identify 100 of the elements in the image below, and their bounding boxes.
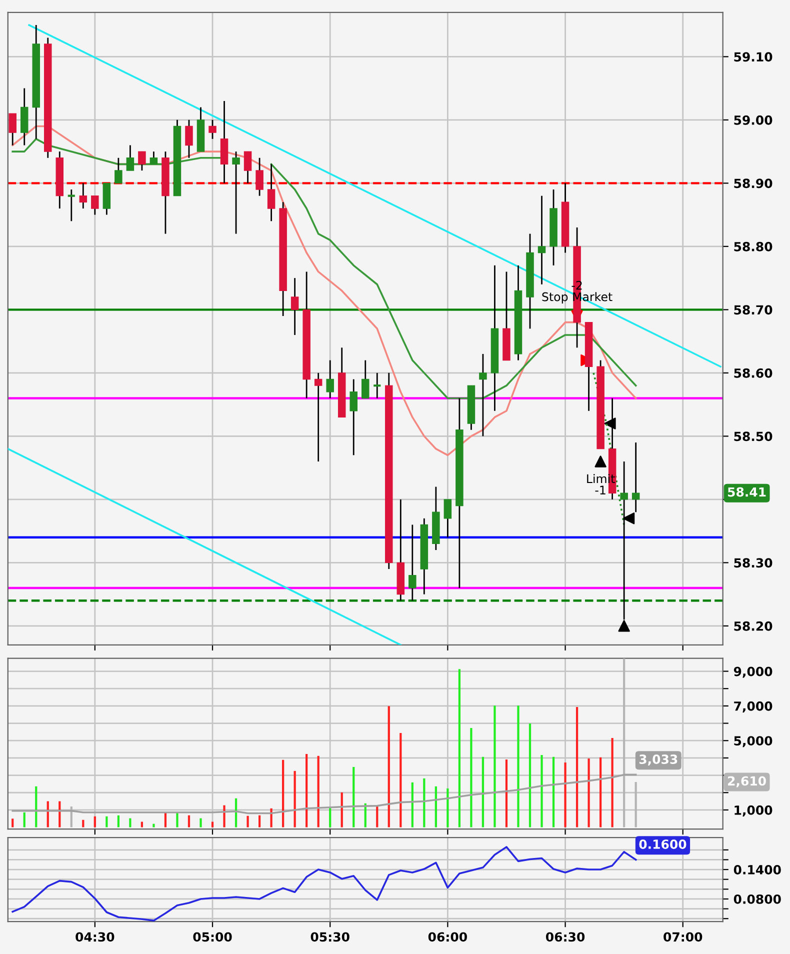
candlestick — [185, 119, 193, 159]
y-tick-label: 59.10 — [734, 52, 772, 62]
bar — [188, 815, 190, 828]
bar — [388, 706, 390, 828]
line-series — [12, 846, 637, 922]
y-tick-label: 0.0800 — [734, 894, 781, 904]
candlestick — [232, 150, 240, 234]
point — [594, 456, 606, 468]
x-tick-label: 06:30 — [546, 932, 585, 942]
y-tick-label: 9,000 — [734, 666, 772, 678]
bar — [458, 669, 461, 828]
bar — [423, 778, 426, 828]
bar — [505, 760, 508, 828]
x-tick-label: 07:00 — [664, 932, 702, 942]
candlestick — [314, 372, 322, 462]
y-tick-label: 7,000 — [734, 701, 772, 712]
bar — [258, 815, 261, 828]
bar — [482, 756, 484, 828]
bar — [94, 816, 96, 828]
candlestick — [8, 112, 16, 146]
bar — [35, 786, 38, 828]
bar — [152, 824, 155, 828]
bar — [246, 816, 249, 828]
bar — [306, 754, 308, 828]
bar — [552, 756, 555, 828]
bar — [329, 807, 332, 828]
bar — [223, 805, 226, 828]
y-tick-label: 0.1400 — [734, 864, 781, 874]
x-tick-label: 05:00 — [193, 932, 232, 942]
bar — [164, 812, 167, 828]
x-tick-label: 06:00 — [428, 932, 467, 942]
candlestick — [372, 372, 382, 399]
bar — [400, 732, 402, 828]
candlestick — [479, 353, 487, 437]
candlestick — [256, 157, 264, 197]
bar — [576, 706, 578, 828]
bar — [611, 738, 614, 828]
bar — [623, 658, 626, 828]
y-tick-label: 58.90 — [734, 178, 772, 188]
bar — [528, 723, 532, 828]
candlestick — [632, 442, 640, 513]
bar — [494, 706, 496, 828]
bar — [470, 728, 472, 828]
bar — [82, 820, 84, 828]
bar — [600, 757, 602, 828]
line-series — [12, 774, 637, 814]
bar — [270, 808, 272, 828]
candlestick — [350, 378, 358, 456]
candlestick — [444, 498, 452, 538]
y-tick-label: 58.50 — [734, 432, 772, 442]
y-tick-label: 1,000 — [734, 805, 772, 816]
candlestick — [79, 182, 88, 210]
bar — [23, 812, 26, 828]
bar — [634, 782, 637, 828]
y-tick-label: 58.70 — [734, 305, 772, 315]
y-tick-label: 58.30 — [734, 558, 772, 568]
y-tick-label: 58.60 — [734, 368, 772, 378]
bar — [317, 756, 320, 828]
candlestick — [290, 277, 299, 336]
line-series — [12, 125, 637, 456]
candlestick — [150, 150, 158, 165]
bar — [140, 822, 144, 828]
point — [622, 512, 635, 524]
bar — [517, 706, 520, 828]
bar — [434, 786, 437, 828]
bar — [211, 822, 214, 828]
text: 2,610 — [728, 776, 766, 788]
bar — [176, 812, 178, 828]
bar — [106, 816, 108, 828]
candlestick — [66, 188, 76, 222]
bar — [340, 792, 343, 828]
candlestick — [244, 150, 252, 184]
bar — [540, 755, 543, 828]
bar — [588, 758, 590, 828]
bar — [376, 806, 378, 828]
y-tick-label: 59.00 — [734, 115, 772, 125]
bar — [446, 788, 449, 828]
candlestick — [114, 157, 122, 184]
bar — [129, 818, 132, 828]
candlestick — [138, 150, 146, 172]
candlestick — [267, 164, 276, 222]
text: 58.41 — [728, 487, 766, 497]
y-tick-label: 58.80 — [734, 242, 772, 252]
candlestick — [326, 360, 334, 399]
data-label: 0.1600 — [639, 839, 686, 849]
candlestick — [361, 360, 370, 399]
x-tick-label: 04:30 — [76, 932, 114, 942]
bar — [200, 818, 202, 828]
bar — [411, 782, 414, 828]
candlestick — [408, 524, 416, 602]
bar — [294, 770, 296, 828]
x-tick-label: 05:30 — [310, 932, 350, 942]
bar — [352, 766, 355, 828]
bar — [564, 762, 566, 828]
point — [618, 620, 630, 632]
y-tick-label: 5,000 — [734, 736, 772, 748]
bar — [117, 815, 120, 828]
data-label: 3,033 — [639, 754, 678, 766]
candlestick — [538, 195, 546, 286]
bar — [282, 760, 284, 828]
